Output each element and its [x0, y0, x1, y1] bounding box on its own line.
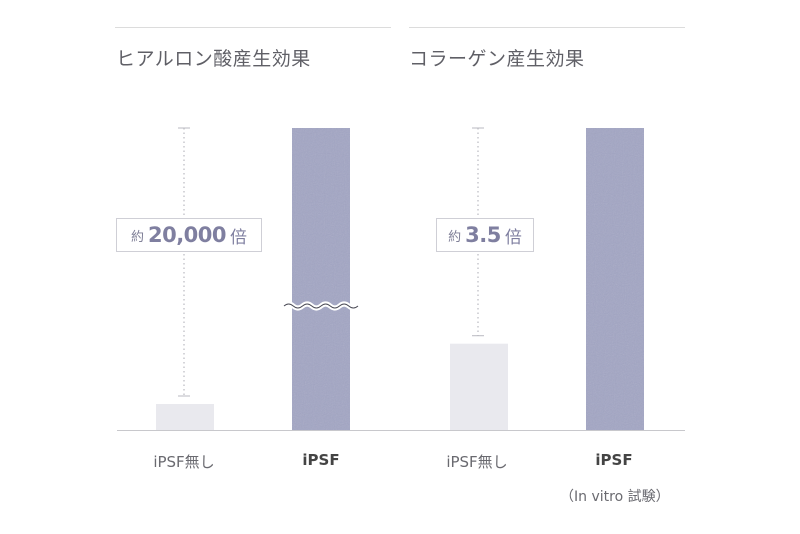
panel-1-category-label-ipsf: iPSF: [302, 451, 340, 469]
panel-2-category-label-control: iPSF無し: [446, 453, 508, 471]
panel-2-multiplier-label: 約 3.5 倍: [436, 218, 534, 252]
panel-1-multiplier-label: 約 20,000 倍: [116, 218, 262, 252]
panel-2-multiplier-value: 3.5: [465, 223, 501, 247]
panel-1-multiplier-prefix: 約: [130, 229, 144, 245]
panel-2-top-rule: [409, 27, 685, 28]
panel-2-bar-ipsf: [586, 128, 644, 430]
panel-2-bar-control: [450, 343, 508, 430]
panel-2-category-label-ipsf: iPSF: [595, 451, 633, 469]
axis-break-wave: [283, 303, 359, 309]
panel-2-title: コラーゲン産生効果: [409, 48, 585, 70]
panel-1-top-rule: [115, 27, 391, 28]
panel-1-bar-control: [156, 404, 214, 430]
panel-1-bar-ipsf: [292, 128, 350, 430]
panel-1-category-label-control: iPSF無し: [153, 453, 215, 471]
panel-2-multiplier-suffix: 倍: [504, 227, 522, 248]
panel-1-multiplier-value: 20,000: [147, 223, 227, 247]
panel-1-multiplier-suffix: 倍: [230, 227, 248, 248]
panel-1-title: ヒアルロン酸産生効果: [116, 48, 311, 70]
panel-2-multiplier-prefix: 約: [448, 229, 462, 245]
in-vitro-note: （In vitro 試験）: [560, 489, 670, 505]
